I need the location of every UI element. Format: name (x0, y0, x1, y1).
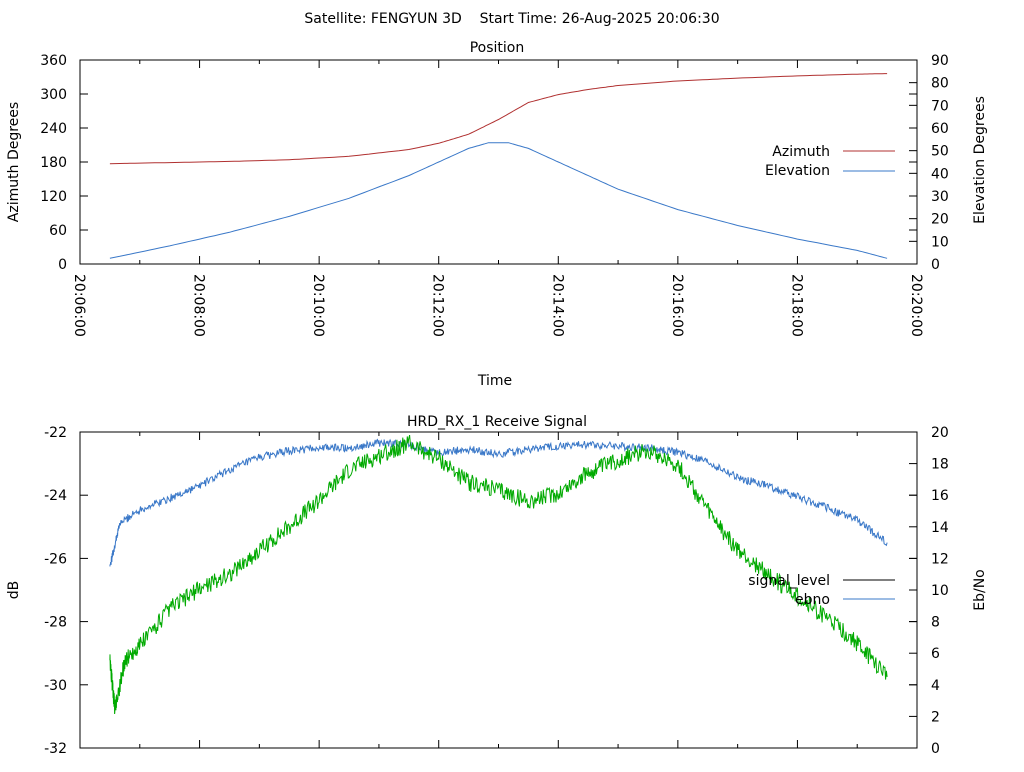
y2-tick-label: 12 (931, 551, 949, 567)
x-tick-label: 20:06:00 (71, 274, 87, 337)
y2-tick-label: 8 (931, 615, 940, 631)
legend-elevation-label: Elevation (765, 163, 830, 179)
position-legend: Azimuth Elevation (765, 144, 895, 179)
header-text: Satellite: FENGYUN 3D Start Time: 26-Aug… (304, 11, 719, 27)
y2-tick-label: 30 (931, 189, 949, 205)
x-tick-label: 20:14:00 (549, 274, 565, 337)
y-tick-label: -26 (44, 551, 67, 567)
signal-y2-ticks: 0 2 4 6 8 10 12 14 16 18 20 (909, 425, 949, 757)
position-y2label: Elevation Degrees (972, 96, 988, 224)
y2-tick-label: 40 (931, 166, 949, 182)
series-line-azimuth (109, 73, 888, 165)
y-tick-label: -30 (44, 678, 67, 694)
y2-tick-label: 18 (931, 457, 949, 473)
series-line-ebno (109, 438, 888, 567)
y2-tick-label: 6 (931, 646, 940, 662)
y2-tick-label: 80 (931, 76, 949, 92)
position-y2-ticks: 0 10 20 30 40 50 60 70 80 90 (909, 53, 949, 273)
signal-plot-frame (79, 431, 918, 749)
signal-chart: HRD_RX_1 Receive Signal dB Eb/No -32-30-… (6, 414, 988, 757)
y2-tick-label: 70 (931, 98, 949, 114)
y-tick-label: 240 (40, 121, 67, 137)
x-tick-label: 20:20:00 (908, 274, 924, 337)
y-tick-label: -24 (44, 488, 67, 504)
signal-y2label: Eb/No (972, 569, 988, 611)
position-ylabel: Azimuth Degrees (6, 102, 22, 222)
y2-tick-label: 4 (931, 678, 940, 694)
legend-azimuth-label: Azimuth (772, 144, 830, 160)
position-y-ticks: 0 60 120 180 240 300 360 (40, 53, 917, 273)
x-tick-label: 20:12:00 (430, 274, 446, 337)
position-series (109, 73, 888, 259)
y-tick-label: 300 (40, 87, 67, 103)
legend-signal-label: signal_level (748, 573, 830, 589)
position-chart: Position Azimuth Degrees Elevation Degre… (6, 40, 988, 389)
y-tick-label: -28 (44, 615, 67, 631)
y2-tick-label: 10 (931, 583, 949, 599)
y-tick-label: -32 (44, 741, 67, 757)
x-tick-label: 20:16:00 (669, 274, 685, 337)
signal-legend: signal_level ebno (748, 573, 895, 608)
signal-title: HRD_RX_1 Receive Signal (407, 414, 587, 430)
y2-tick-label: 0 (931, 257, 940, 273)
signal-y-ticks: -32 -30 -28 -26 -24 -22 (44, 425, 917, 757)
x-tick-label: 20:08:00 (191, 274, 207, 337)
y2-tick-label: 10 (931, 234, 949, 250)
y-tick-label: 0 (58, 257, 67, 273)
y-tick-label: 60 (49, 223, 67, 239)
y2-tick-label: 20 (931, 212, 949, 228)
series-line-eb-no-green (109, 434, 888, 715)
y-tick-label: -22 (44, 425, 67, 441)
y-tick-label: 180 (40, 155, 67, 171)
y-tick-label: 120 (40, 189, 67, 205)
signal-ylabel: dB (6, 581, 22, 600)
y2-tick-label: 16 (931, 488, 949, 504)
series-line-elevation (109, 142, 888, 259)
position-x-ticks: 20:06:00 20:08:00 20:10:00 20:12:00 20:14:00… (71, 60, 924, 337)
legend-ebno-label: ebno (795, 592, 830, 608)
signal-series (109, 434, 888, 715)
signal-x-ticks (79, 432, 918, 748)
y2-tick-label: 14 (931, 520, 949, 536)
position-xlabel: Time (477, 373, 512, 389)
y2-tick-label: 50 (931, 144, 949, 160)
y2-tick-label: 90 (931, 53, 949, 69)
position-title: Position (470, 40, 525, 56)
y2-tick-label: 60 (931, 121, 949, 137)
y2-tick-label: 20 (931, 425, 949, 441)
y2-tick-label: 2 (931, 709, 940, 725)
x-tick-label: 20:10:00 (310, 274, 326, 337)
y2-tick-label: 0 (931, 741, 940, 757)
x-tick-label: 20:18:00 (788, 274, 804, 337)
y-tick-label: 360 (40, 53, 67, 69)
